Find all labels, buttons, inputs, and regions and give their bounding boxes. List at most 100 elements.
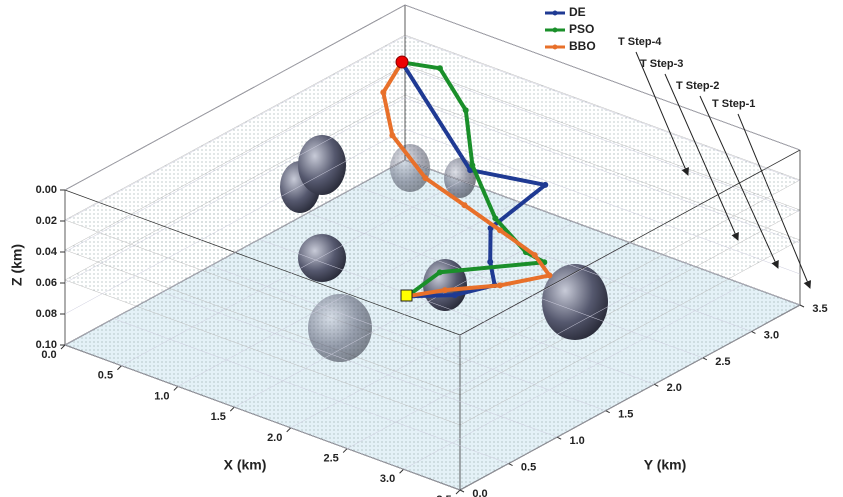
annotation: T Step-3 [640, 58, 683, 70]
series-point [542, 181, 549, 188]
series-point [451, 292, 458, 299]
x-tick [399, 468, 404, 474]
y-tick-label: 0.0 [472, 488, 487, 497]
series-point [531, 252, 538, 259]
z-axis-label: Z (km) [9, 244, 25, 286]
legend: DE PSO BBO [545, 5, 596, 53]
axes: 0.0 0.5 1.0 1.5 2.0 2.5 3.0 3.5 0.0 0.5 1.0 1.5 2.0 2… [36, 4, 828, 497]
y-tick-label: 0.5 [521, 461, 536, 473]
grid-line [64, 66, 406, 253]
z-tick-label: 0.06 [36, 277, 57, 289]
grid-line [234, 221, 575, 408]
annotation-arrow [699, 95, 779, 269]
series-point [492, 215, 499, 222]
obstacle [308, 294, 372, 362]
y-tick [654, 383, 659, 387]
x-tick [286, 427, 292, 433]
y-axis-label: Y (km) [644, 457, 687, 473]
series-line [400, 61, 548, 299]
series-point [389, 132, 396, 139]
z-tick-label: 0.00 [36, 184, 57, 196]
x-tick-label: 0.0 [41, 349, 56, 361]
grid-line [347, 263, 688, 449]
obstacles [280, 135, 608, 362]
series-point [461, 202, 468, 209]
legend-swatch [552, 27, 558, 33]
legend-label: PSO [569, 22, 594, 36]
annotation-arrow [737, 113, 812, 289]
time-step-planes [64, 34, 801, 491]
grid-line [404, 159, 801, 306]
grid-line [459, 304, 801, 491]
series-point [497, 282, 504, 289]
y-tick [702, 357, 708, 361]
grid-line [64, 35, 406, 222]
series-point [497, 227, 504, 234]
annotation: T Step-4 [618, 36, 662, 48]
x-tick-label: 2.5 [323, 452, 338, 464]
x-tick [229, 406, 235, 412]
series-point [487, 258, 494, 265]
y-tick [508, 463, 513, 467]
legend-swatch [552, 44, 558, 50]
legend-label: DE [569, 5, 586, 19]
grid-line [404, 66, 801, 213]
z-tick-label: 0.10 [36, 339, 57, 351]
x-tick [342, 448, 348, 453]
y-tick [751, 330, 756, 334]
series-point [436, 65, 443, 72]
x-tick-label: 2.0 [267, 432, 282, 444]
y-tick [556, 436, 562, 440]
obstacle [390, 144, 430, 192]
grid-line [404, 97, 801, 244]
series-point [462, 107, 469, 114]
grid-line [210, 265, 606, 411]
annotation-arrow [635, 51, 689, 176]
x-tick-label: 1.0 [154, 390, 169, 402]
grid-line [177, 201, 518, 387]
y-tick-label: 2.5 [715, 356, 730, 368]
legend-label: BBO [569, 39, 596, 53]
series-point [469, 162, 476, 169]
grid-line [403, 284, 744, 470]
plot [380, 59, 553, 300]
grid-line [356, 186, 752, 332]
z-tick-label: 0.08 [36, 308, 57, 320]
series-point [441, 287, 448, 294]
grid-line [64, 344, 461, 491]
annotation-arrow [664, 73, 739, 241]
annotation: T Step-2 [676, 80, 719, 92]
x-tick-label: 1.5 [211, 411, 226, 423]
grid-line [162, 291, 558, 438]
obstacle [298, 135, 346, 195]
grid-line [259, 239, 655, 385]
x-axis-label: X (km) [224, 457, 267, 473]
z-tick-label: 0.02 [36, 215, 57, 227]
start-marker [395, 55, 409, 69]
x-tick [60, 344, 66, 350]
x-tick-label: 3.5 [436, 494, 451, 497]
x-tick [117, 365, 122, 371]
z-tick-label: 0.04 [36, 246, 58, 258]
y-tick-label: 1.5 [618, 409, 633, 421]
grid-line [121, 180, 462, 366]
y-tick [459, 489, 465, 493]
x-tick [455, 489, 461, 495]
y-tick-label: 1.0 [569, 435, 584, 447]
series-point [380, 89, 387, 96]
annotation: T Step-1 [712, 98, 755, 110]
grid-line [64, 159, 406, 346]
grid-line [290, 242, 631, 429]
annotations: T Step-4 T Step-3 T Step-2 T Step-1 [618, 36, 812, 289]
series-point [422, 175, 429, 182]
obstacle [423, 259, 467, 311]
x-tick-label: 0.5 [98, 370, 113, 382]
grid-line [404, 35, 801, 182]
y-tick [799, 304, 805, 308]
obstacle [542, 264, 608, 340]
grid-line [64, 97, 406, 284]
end-marker [400, 289, 413, 302]
obstacle [298, 234, 346, 282]
series-point [436, 269, 443, 276]
